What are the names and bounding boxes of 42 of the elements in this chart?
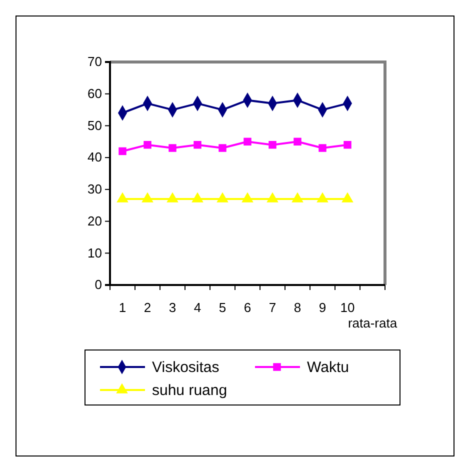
x-tick-label: 4 — [194, 300, 202, 316]
point — [266, 192, 278, 202]
point — [344, 140, 352, 149]
y-tick-label: 0 — [94, 277, 102, 292]
point — [216, 192, 228, 202]
x-tick-label: 3 — [168, 300, 176, 316]
y-tick-label: 10 — [88, 245, 102, 260]
x-tick-label: 2 — [144, 300, 152, 316]
point — [218, 144, 226, 152]
point — [194, 140, 202, 149]
legend-label: Waktu — [307, 359, 349, 376]
legend-label: suhu ruang — [152, 382, 228, 399]
point — [116, 192, 128, 202]
point — [166, 192, 178, 202]
point — [242, 192, 254, 202]
x-tick-label: rata-rata — [348, 316, 398, 331]
point — [144, 140, 152, 149]
y-tick-label: 40 — [88, 150, 102, 165]
x-tick-label: 8 — [294, 300, 302, 316]
point — [294, 138, 302, 146]
x-tick-label: 1 — [118, 300, 126, 316]
point — [168, 144, 176, 152]
point — [342, 192, 354, 202]
point — [268, 140, 276, 149]
y-tick-label: 20 — [88, 213, 102, 228]
point — [316, 192, 328, 202]
y-tick-label: 30 — [88, 182, 102, 197]
point — [142, 192, 154, 202]
x-tick-label: 6 — [244, 300, 252, 316]
x-tick-label: 10 — [340, 300, 355, 316]
y-tick-label: 60 — [88, 86, 102, 102]
point — [292, 192, 304, 202]
point — [244, 138, 252, 146]
point — [192, 192, 204, 202]
x-tick-label: 5 — [218, 300, 226, 316]
point — [318, 144, 326, 152]
x-tick-label: 9 — [318, 300, 326, 316]
y-tick-label: 70 — [88, 54, 102, 70]
legend-label: Viskositas — [152, 359, 220, 376]
x-tick-label: 7 — [268, 300, 276, 316]
point — [118, 147, 126, 156]
y-tick-label: 50 — [88, 118, 102, 133]
